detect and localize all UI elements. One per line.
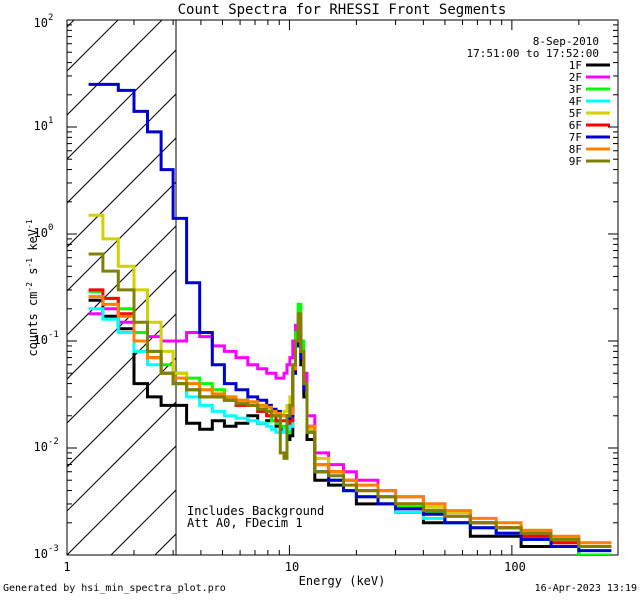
legend-label-1F: 1F: [569, 59, 582, 72]
legend-label-5F: 5F: [569, 107, 582, 120]
legend-label-3F: 3F: [569, 83, 582, 96]
legend-label-9F: 9F: [569, 155, 582, 168]
hatch-line: [67, 93, 176, 204]
svg-text:10: 10: [34, 547, 48, 561]
hatch-line: [67, 225, 176, 336]
hatch-line: [67, 445, 176, 555]
svg-text:-1: -1: [48, 330, 59, 340]
svg-text:0: 0: [48, 223, 53, 233]
y-axis-label: counts cm-2 s-1 keV-1: [25, 219, 40, 356]
series-line-6F: [88, 288, 612, 548]
annotation-attenuator: Att A0, FDecim 1: [187, 516, 303, 530]
series-line-2F: [88, 307, 612, 548]
hatch-line: [67, 137, 176, 248]
hatch-line: [110, 489, 176, 555]
observation-date: 8-Sep-2010: [533, 35, 599, 48]
hatch-line: [67, 49, 176, 160]
hatch-line: [419, 0, 640, 555]
y-axis-ticks: [67, 19, 618, 556]
x-axis-ticks: [66, 20, 619, 555]
hatch-line: [67, 20, 163, 116]
x-tick-label-100: 100: [504, 560, 526, 574]
hatch-line: [331, 0, 640, 555]
legend-label-4F: 4F: [569, 95, 582, 108]
hatch-line: [67, 313, 176, 424]
x-tick-label-10: 10: [285, 560, 299, 574]
hatch-line: [154, 533, 176, 555]
observation-time-range: 17:51:00 to 17:52:00: [467, 47, 599, 60]
svg-text:2: 2: [48, 13, 53, 23]
series-line-9F: [88, 252, 612, 548]
series-line-8F: [88, 295, 612, 545]
svg-text:1: 1: [48, 116, 53, 126]
hatched-region: [67, 0, 640, 555]
hatch-line: [375, 0, 640, 555]
legend-label-8F: 8F: [569, 143, 582, 156]
svg-text:10: 10: [34, 440, 48, 454]
y-tick-label-1e-3: 10 -3: [34, 544, 59, 561]
legend-label-2F: 2F: [569, 71, 582, 84]
svg-text:10: 10: [34, 333, 48, 347]
hatch-line: [67, 269, 176, 380]
legend-label-7F: 7F: [569, 131, 582, 144]
svg-text:10: 10: [34, 119, 48, 133]
y-tick-label-1e1: 10 1: [34, 116, 54, 133]
footer-timestamp: 16-Apr-2023 13:19: [534, 583, 637, 594]
series-layer: [88, 82, 612, 555]
footer-generated-by: Generated by hsi_min_spectra_plot.pro: [3, 583, 226, 594]
y-tick-label-1e-2: 10 -2: [34, 437, 59, 454]
hatch-line: [67, 401, 176, 512]
plot-frame: [66, 19, 619, 556]
x-axis-label: Energy (keV): [299, 574, 386, 588]
svg-text:10: 10: [34, 16, 48, 30]
svg-text:10: 10: [34, 226, 48, 240]
series-line-3F: [88, 290, 612, 555]
y-tick-label-1e0: 10 0: [34, 223, 54, 240]
hatch-line: [67, 181, 176, 292]
chart-title: Count Spectra for RHESSI Front Segments: [178, 2, 507, 18]
legend-label-6F: 6F: [569, 119, 582, 132]
hatch-line: [67, 20, 75, 28]
series-line-1F: [88, 298, 612, 555]
hatch-line: [67, 357, 176, 468]
hatch-line: [551, 0, 640, 555]
annotation-background: Includes Background: [187, 504, 324, 518]
x-tick-label-1: 1: [63, 560, 70, 574]
y-tick-label-1e-1: 10 -1: [34, 330, 59, 347]
series-line-5F: [88, 213, 612, 545]
y-tick-label-1e2: 10 2: [34, 13, 54, 30]
svg-text:-3: -3: [48, 544, 59, 554]
svg-text:-2: -2: [48, 437, 59, 447]
series-line-4F: [88, 307, 612, 553]
